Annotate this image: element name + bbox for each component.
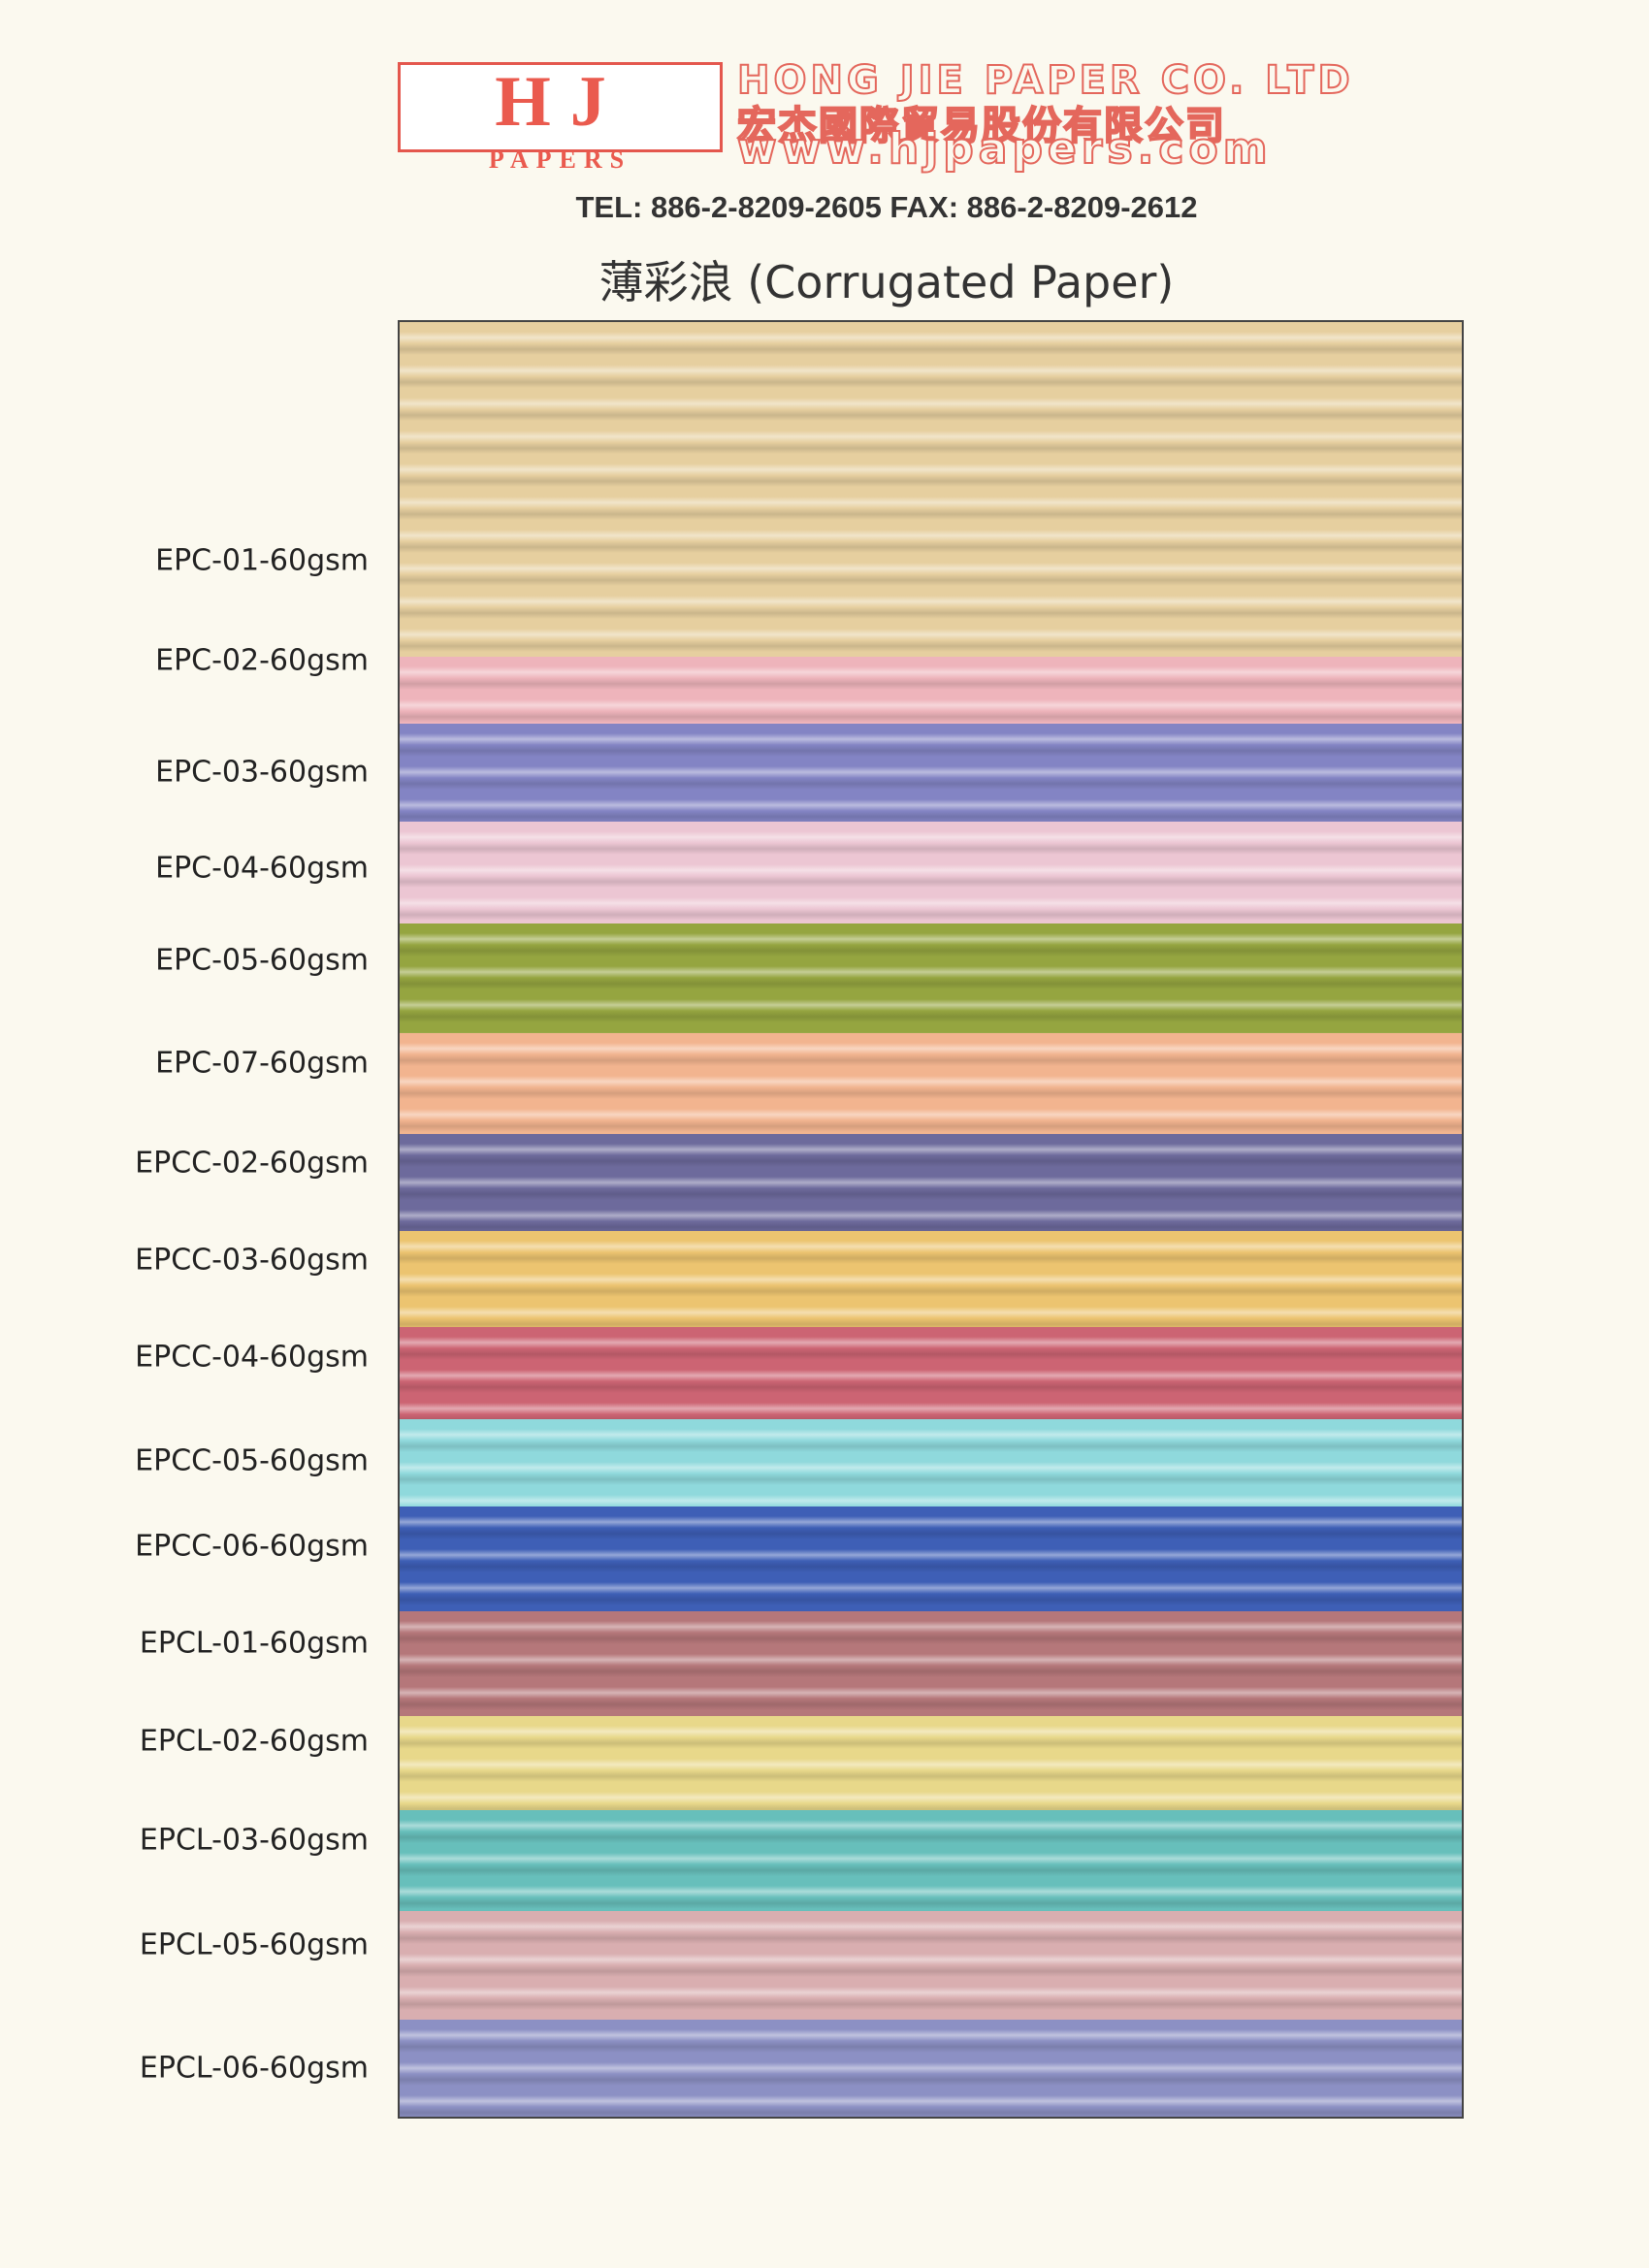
sample-panel: [398, 320, 1464, 2119]
sample-swatch: [400, 1507, 1462, 1611]
sample-swatch: [400, 1231, 1462, 1327]
sample-swatch: [400, 657, 1462, 724]
sample-label: EPCC-05-60gsm: [135, 1443, 369, 1478]
contact: TEL: 886-2-8209-2605 FAX: 886-2-8209-261…: [575, 190, 1198, 224]
sample-swatch: [400, 2020, 1462, 2117]
sample-swatch: [400, 724, 1462, 822]
logo: HJ: [398, 62, 723, 152]
company-name: HONG JIE PAPER CO. LTD: [736, 57, 1354, 104]
sample-label: EPC-02-60gsm: [155, 643, 369, 678]
title: 薄彩浪 (Corrugated Paper): [598, 256, 1175, 308]
logo-text: HJ: [495, 62, 626, 142]
website: www.hjpapers.com: [736, 123, 1273, 175]
sample-swatch: [400, 1327, 1462, 1419]
sample-label: EPCL-06-60gsm: [139, 2051, 369, 2086]
sample-label: EPC-01-60gsm: [155, 543, 369, 578]
sample-label: EPCC-04-60gsm: [135, 1340, 369, 1375]
company-name-zh: 宏杰國際貿易股份有限公司: [736, 103, 1226, 149]
sample-label: EPCL-01-60gsm: [139, 1626, 369, 1661]
sample-label: EPC-04-60gsm: [155, 851, 369, 886]
sample-swatch: [400, 822, 1462, 923]
sample-label: EPCC-03-60gsm: [135, 1243, 369, 1278]
sample-swatch: [400, 1033, 1462, 1134]
sample-swatch: [400, 1810, 1462, 1911]
logo-subtext: PAPERS: [488, 146, 632, 174]
sample-label: EPCC-02-60gsm: [135, 1146, 369, 1181]
sample-label: EPCL-05-60gsm: [139, 1928, 369, 1962]
sample-label: EPCC-06-60gsm: [135, 1529, 369, 1564]
sample-label: EPCL-03-60gsm: [139, 1823, 369, 1858]
sample-label: EPC-07-60gsm: [155, 1046, 369, 1081]
sample-swatch: [400, 1419, 1462, 1507]
sample-swatch: [400, 1611, 1462, 1716]
sample-swatch: [400, 1911, 1462, 2020]
sample-label: EPC-03-60gsm: [155, 755, 369, 790]
sample-swatch: [400, 923, 1462, 1033]
sample-label: EPC-05-60gsm: [155, 943, 369, 978]
sample-label: EPCL-02-60gsm: [139, 1724, 369, 1759]
sample-swatch: [400, 1134, 1462, 1231]
sample-swatch: [400, 1716, 1462, 1810]
sample-swatch: [400, 322, 1462, 657]
